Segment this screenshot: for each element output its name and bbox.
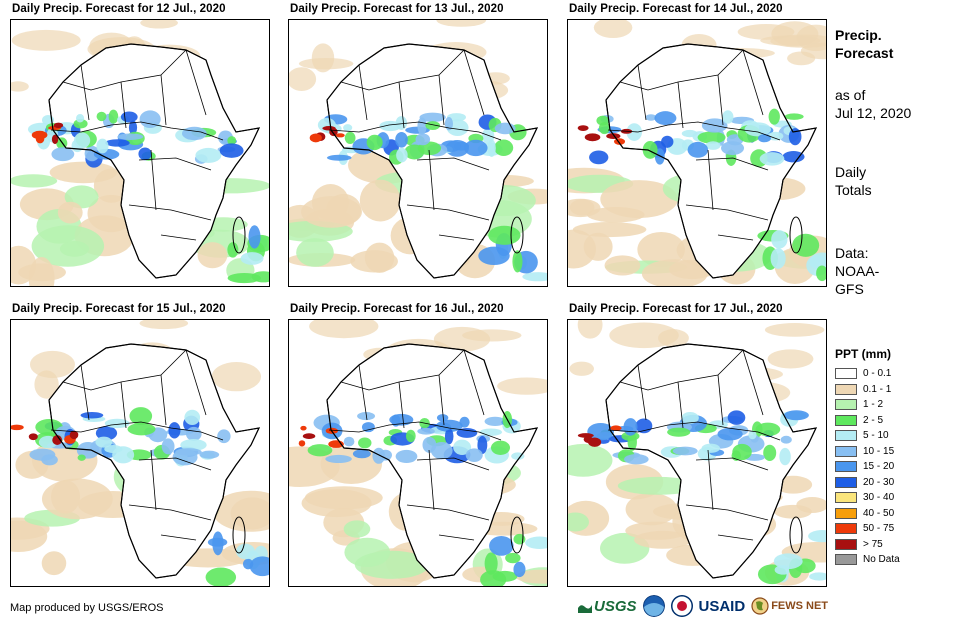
legend-swatch	[835, 368, 857, 380]
sidebar-totals: Daily Totals	[835, 164, 872, 198]
precip-map	[567, 319, 827, 587]
legend-label: 1 - 2	[863, 399, 884, 411]
legend-label: 30 - 40	[863, 492, 895, 504]
legend-label: No Data	[863, 554, 900, 566]
legend-item: 10 - 15	[835, 444, 900, 460]
map-panel-5: Daily Precip. Forecast for 16 Jul., 2020	[288, 303, 548, 588]
legend-item: 30 - 40	[835, 490, 900, 506]
precip-map	[567, 19, 827, 287]
legend-label: 5 - 10	[863, 430, 889, 442]
precip-map	[10, 319, 270, 587]
legend-label: 40 - 50	[863, 507, 895, 519]
legend-label: 0 - 0.1	[863, 368, 892, 380]
legend-item: > 75	[835, 537, 900, 553]
legend-swatch	[835, 399, 857, 411]
legend-swatch	[835, 554, 857, 566]
precip-map	[288, 19, 548, 287]
legend-item: 1 - 2	[835, 397, 900, 413]
map-panel-1: Daily Precip. Forecast for 12 Jul., 2020	[10, 3, 270, 288]
sidebar-heading: Precip. Forecast	[835, 27, 894, 61]
legend-item: 20 - 30	[835, 475, 900, 491]
fews-net-logo: FEWS NET	[751, 597, 828, 615]
legend-swatch	[835, 461, 857, 473]
usaid-seal-icon	[670, 595, 693, 617]
legend-swatch	[835, 414, 857, 426]
map-panel-4: Daily Precip. Forecast for 15 Jul., 2020	[10, 303, 270, 588]
legend-title: PPT (mm)	[835, 347, 892, 361]
legend-label: 2 - 5	[863, 414, 884, 426]
legend-item: 50 - 75	[835, 521, 900, 537]
legend-swatch	[835, 492, 857, 504]
legend-swatch	[835, 523, 857, 535]
legend-swatch	[835, 476, 857, 488]
panel-title: Daily Precip. Forecast for 14 Jul., 2020	[569, 3, 783, 15]
map-panel-6: Daily Precip. Forecast for 17 Jul., 2020	[567, 303, 827, 588]
legend-item: 0.1 - 1	[835, 382, 900, 398]
legend-item: 5 - 10	[835, 428, 900, 444]
map-credit: Map produced by USGS/EROS	[10, 602, 164, 614]
legend-swatch	[835, 383, 857, 395]
usaid-logo: USAID	[698, 597, 746, 615]
legend-label: 15 - 20	[863, 461, 895, 473]
map-panel-3: Daily Precip. Forecast for 14 Jul., 2020	[567, 3, 827, 288]
legend: 0 - 0.1 0.1 - 1 1 - 2 2 - 5 5 - 10 10 - 15 15 …	[835, 366, 900, 568]
sidebar-data-source: Data: NOAA- GFS	[835, 245, 880, 297]
panel-title: Daily Precip. Forecast for 13 Jul., 2020	[290, 3, 504, 15]
legend-label: 10 - 15	[863, 445, 895, 457]
precip-map	[288, 319, 548, 587]
usgs-wave-icon	[578, 605, 592, 613]
legend-item: 2 - 5	[835, 413, 900, 429]
sidebar-asof: as of Jul 12, 2020	[835, 87, 912, 121]
panel-title: Daily Precip. Forecast for 17 Jul., 2020	[569, 303, 783, 315]
precip-map	[10, 19, 270, 287]
legend-label: 50 - 75	[863, 523, 895, 535]
legend-swatch	[835, 538, 857, 550]
legend-item: No Data	[835, 552, 900, 568]
legend-item: 40 - 50	[835, 506, 900, 522]
usgs-logo: USGS	[578, 598, 637, 615]
legend-swatch	[835, 430, 857, 442]
panel-title: Daily Precip. Forecast for 12 Jul., 2020	[12, 3, 226, 15]
legend-item: 15 - 20	[835, 459, 900, 475]
legend-item: 0 - 0.1	[835, 366, 900, 382]
fews-globe-icon	[751, 597, 769, 615]
panel-title: Daily Precip. Forecast for 16 Jul., 2020	[290, 303, 504, 315]
map-panel-2: Daily Precip. Forecast for 13 Jul., 2020	[288, 3, 548, 288]
legend-swatch	[835, 445, 857, 457]
legend-label: > 75	[863, 538, 883, 550]
logo-bar: USGS USAID FEWS NET	[578, 595, 828, 617]
panel-title: Daily Precip. Forecast for 15 Jul., 2020	[12, 303, 226, 315]
legend-label: 20 - 30	[863, 476, 895, 488]
noaa-logo-icon	[642, 595, 665, 617]
legend-swatch	[835, 507, 857, 519]
legend-label: 0.1 - 1	[863, 383, 892, 395]
